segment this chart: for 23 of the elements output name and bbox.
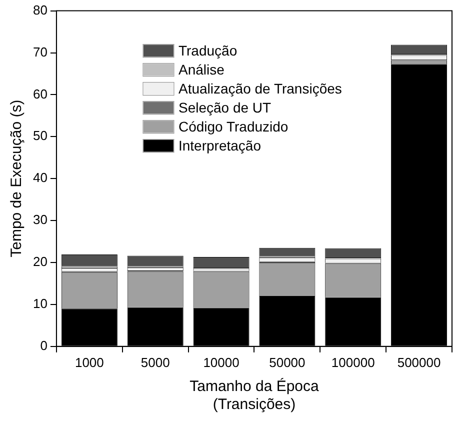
x-tick-label: 1000 (74, 354, 104, 370)
y-tick-label: 40 (32, 170, 48, 186)
x-tick-label: 50000 (269, 354, 306, 370)
y-tick-label: 20 (32, 254, 48, 270)
legend-label: Código Traduzido (178, 118, 288, 135)
legend-label: Tradução (178, 42, 238, 59)
y-tick-label: 30 (32, 212, 48, 228)
y-tick-label: 0 (40, 338, 48, 353)
legend-label: Seleção de UT (178, 100, 272, 116)
legend-label: Atualização de Transições (178, 80, 342, 97)
y-tick-label: 50 (32, 128, 48, 144)
legend-label: Interpretação (178, 138, 262, 154)
x-tick-label: 100000 (331, 354, 375, 370)
x-tick-label: 5000 (140, 354, 170, 370)
legend-label: Análise (178, 62, 225, 78)
y-tick-label: 70 (32, 44, 48, 60)
y-axis-title: Tempo de Execução (s) (8, 100, 26, 258)
y-tick-label: 80 (32, 2, 48, 18)
x-tick-label: 500000 (397, 354, 441, 370)
y-tick-label: 10 (32, 296, 48, 312)
y-tick-label: 60 (32, 86, 48, 102)
x-tick-label: 10000 (203, 354, 240, 370)
x-axis-title: Tamanho da Época (Transições) (190, 377, 320, 414)
